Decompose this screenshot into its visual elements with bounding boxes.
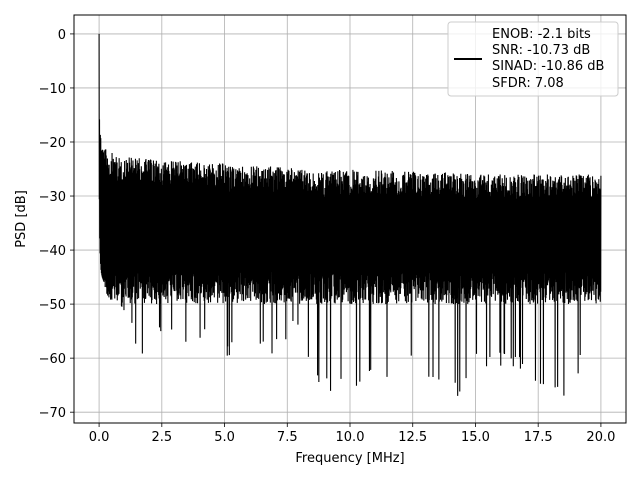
legend-sinad: SINAD: -10.86 dB <box>492 59 604 74</box>
legend-sfdr: SFDR: 7.08 <box>492 76 564 91</box>
psd-series-line <box>98 33 602 396</box>
legend-enob: ENOB: -2.1 bits <box>492 27 591 42</box>
y-tick-label: −30 <box>39 190 66 205</box>
legend: ENOB: -2.1 bits SNR: -10.73 dB SINAD: -1… <box>447 21 619 97</box>
ticks: 0.0 2.5 5.0 7.5 10.0 12.5 15.0 17.5 20.0 0 −10 −20 −… <box>39 28 616 445</box>
legend-box <box>447 21 619 97</box>
x-tick-label: 17.5 <box>524 430 553 445</box>
y-tick-label: −40 <box>39 244 66 259</box>
x-tick-label: 2.5 <box>151 430 172 445</box>
y-tick-label: −70 <box>39 406 66 421</box>
y-axis-label: PSD [dB] <box>14 190 29 248</box>
x-tick-label: 15.0 <box>461 430 490 445</box>
x-tick-label: 0.0 <box>89 430 110 445</box>
x-tick-label: 20.0 <box>586 430 615 445</box>
y-tick-label: −50 <box>39 298 66 313</box>
y-tick-label: −20 <box>39 136 66 151</box>
x-tick-label: 12.5 <box>398 430 427 445</box>
y-tick-label: −60 <box>39 352 66 367</box>
x-tick-label: 7.5 <box>277 430 298 445</box>
y-tick-label: −10 <box>39 82 66 97</box>
legend-snr: SNR: -10.73 dB <box>492 43 590 58</box>
x-tick-label: 10.0 <box>336 430 365 445</box>
x-tick-label: 5.0 <box>214 430 235 445</box>
y-tick-label: 0 <box>58 28 66 43</box>
x-axis-label: Frequency [MHz] <box>295 451 404 466</box>
data-layer <box>98 33 602 396</box>
